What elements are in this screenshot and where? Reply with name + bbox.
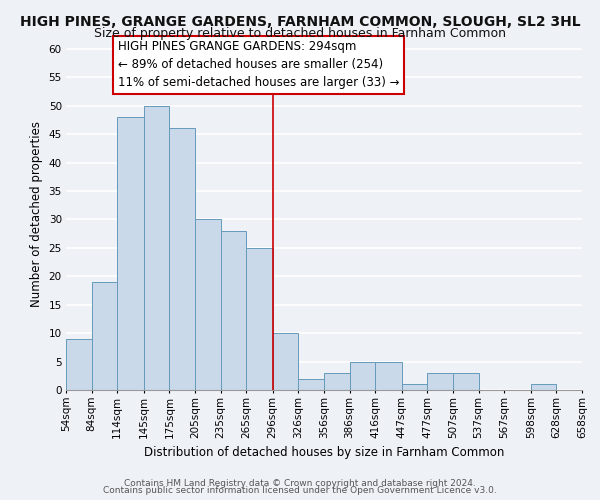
Text: HIGH PINES, GRANGE GARDENS, FARNHAM COMMON, SLOUGH, SL2 3HL: HIGH PINES, GRANGE GARDENS, FARNHAM COMM… xyxy=(20,15,580,29)
Y-axis label: Number of detached properties: Number of detached properties xyxy=(30,120,43,306)
Text: HIGH PINES GRANGE GARDENS: 294sqm
← 89% of detached houses are smaller (254)
11%: HIGH PINES GRANGE GARDENS: 294sqm ← 89% … xyxy=(118,40,400,90)
Bar xyxy=(375,362,402,390)
Bar xyxy=(66,339,92,390)
Bar xyxy=(246,248,273,390)
Bar xyxy=(324,373,350,390)
Bar xyxy=(531,384,556,390)
Bar xyxy=(298,378,324,390)
Text: Contains HM Land Registry data © Crown copyright and database right 2024.: Contains HM Land Registry data © Crown c… xyxy=(124,478,476,488)
Bar xyxy=(92,282,117,390)
Bar xyxy=(221,231,246,390)
Bar xyxy=(169,128,195,390)
Bar xyxy=(453,373,479,390)
Bar xyxy=(402,384,427,390)
Text: Contains public sector information licensed under the Open Government Licence v3: Contains public sector information licen… xyxy=(103,486,497,495)
Bar xyxy=(195,220,221,390)
Text: Size of property relative to detached houses in Farnham Common: Size of property relative to detached ho… xyxy=(94,28,506,40)
Bar xyxy=(350,362,375,390)
Bar xyxy=(427,373,453,390)
Bar xyxy=(117,117,144,390)
X-axis label: Distribution of detached houses by size in Farnham Common: Distribution of detached houses by size … xyxy=(144,446,504,459)
Bar xyxy=(273,333,298,390)
Bar xyxy=(144,106,169,390)
